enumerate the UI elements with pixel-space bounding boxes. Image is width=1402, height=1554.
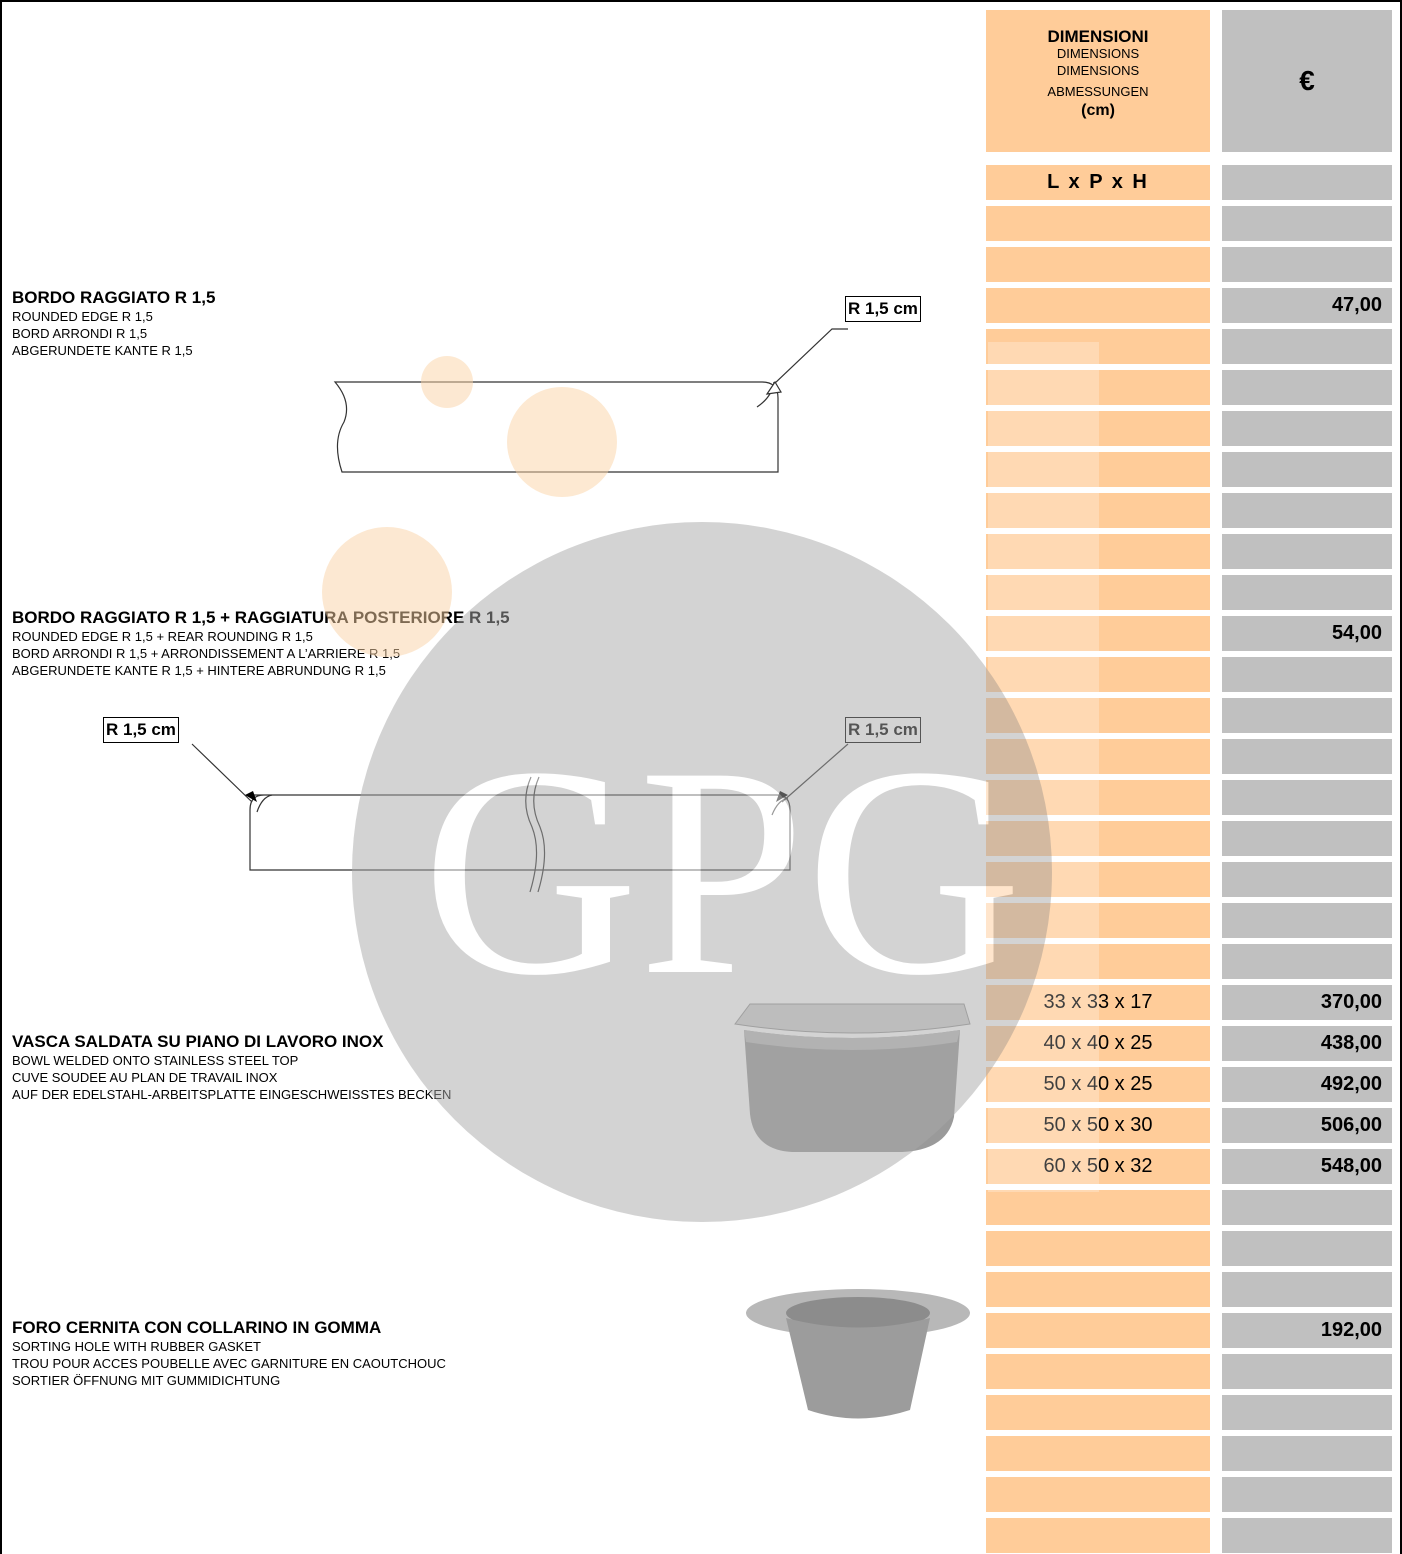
dimension-cell [986,1313,1210,1348]
price-cell [1222,165,1392,200]
dimension-cell [986,288,1210,323]
dimension-cell [986,1272,1210,1307]
section-title: VASCA SALDATA SU PIANO DI LAVORO INOX [12,1032,384,1052]
section-title: BORDO RAGGIATO R 1,5 + RAGGIATURA POSTER… [12,608,510,628]
price-cell [1222,452,1392,487]
dimension-cell: 50 x 40 x 25 [986,1067,1210,1102]
dimension-cell [986,780,1210,815]
dimension-cell [986,1190,1210,1225]
dimension-cell [986,1518,1210,1553]
dimension-cell [986,575,1210,610]
dimension-cell [986,698,1210,733]
price-cell [1222,1518,1392,1553]
price-cell: 492,00 [1222,1067,1392,1102]
price-cell: 438,00 [1222,1026,1392,1061]
price-cell: 192,00 [1222,1313,1392,1348]
price-cell [1222,739,1392,774]
dimension-cell [986,1395,1210,1430]
dimension-cell [986,903,1210,938]
dimension-cell [986,370,1210,405]
section-line: ABGERUNDETE KANTE R 1,5 + HINTERE ABRUND… [12,662,386,679]
price-cell [1222,575,1392,610]
dimension-cell [986,944,1210,979]
price-cell [1222,903,1392,938]
dimension-cell [986,862,1210,897]
price-cell [1222,821,1392,856]
dimension-cell: 33 x 33 x 17 [986,985,1210,1020]
section-title: BORDO RAGGIATO R 1,5 [12,288,215,308]
price-cell [1222,1436,1392,1471]
section-line: SORTIER ÖFFNUNG MIT GUMMIDICHTUNG [12,1372,280,1389]
section-line: TROU POUR ACCES POUBELLE AVEC GARNITURE … [12,1355,446,1372]
price-cell [1222,1231,1392,1266]
callout-label: R 1,5 cm [845,717,921,743]
section-line: BORD ARRONDI R 1,5 [12,325,147,342]
dimension-cell [986,493,1210,528]
price-cell [1222,1395,1392,1430]
section-line: AUF DER EDELSTAHL-ARBEITSPLATTE EINGESCH… [12,1086,451,1103]
dimension-cell: L x P x H [986,165,1210,200]
section-line: SORTING HOLE WITH RUBBER GASKET [12,1338,261,1355]
section-line: BOWL WELDED ONTO STAINLESS STEEL TOP [12,1052,298,1069]
dimension-cell [986,247,1210,282]
dimension-cell: 40 x 40 x 25 [986,1026,1210,1061]
dimension-cell [986,1231,1210,1266]
price-cell [1222,1190,1392,1225]
price-cell: 506,00 [1222,1108,1392,1143]
price-cell [1222,534,1392,569]
dimension-cell [986,452,1210,487]
price-cell [1222,1272,1392,1307]
price-cell [1222,780,1392,815]
section-line: BORD ARRONDI R 1,5 + ARRONDISSEMENT A L’… [12,645,400,662]
price-cell [1222,1354,1392,1389]
price-cell [1222,247,1392,282]
section-line: CUVE SOUDEE AU PLAN DE TRAVAIL INOX [12,1069,277,1086]
dimension-cell: 50 x 50 x 30 [986,1108,1210,1143]
dimension-cell [986,329,1210,364]
price-cell: 548,00 [1222,1149,1392,1184]
dimension-cell [986,1436,1210,1471]
price-cell: 370,00 [1222,985,1392,1020]
price-cell [1222,329,1392,364]
price-cell: 54,00 [1222,616,1392,651]
section-line: ROUNDED EDGE R 1,5 [12,308,153,325]
price-cell [1222,206,1392,241]
section-line: ROUNDED EDGE R 1,5 + REAR ROUNDING R 1,5 [12,628,313,645]
price-cell [1222,862,1392,897]
price-cell [1222,1477,1392,1512]
price-cell [1222,411,1392,446]
dimension-cell: 60 x 50 x 32 [986,1149,1210,1184]
dimension-cell [986,821,1210,856]
callout-label: R 1,5 cm [103,717,179,743]
price-list-page: DIMENSIONI DIMENSIONS DIMENSIONS ABMESSU… [0,0,1402,1554]
dimension-cell [986,739,1210,774]
dimension-cell [986,534,1210,569]
price-cell [1222,698,1392,733]
section-title: FORO CERNITA CON COLLARINO IN GOMMA [12,1318,381,1338]
price-cell [1222,944,1392,979]
price-cell [1222,370,1392,405]
dimension-cell [986,616,1210,651]
price-cell [1222,657,1392,692]
price-cell: 47,00 [1222,288,1392,323]
dimension-cell [986,1477,1210,1512]
callout-label: R 1,5 cm [845,296,921,322]
dimension-cell [986,657,1210,692]
price-cell [1222,493,1392,528]
section-line: ABGERUNDETE KANTE R 1,5 [12,342,193,359]
dimension-cell [986,206,1210,241]
dimension-cell [986,1354,1210,1389]
dimension-cell [986,411,1210,446]
